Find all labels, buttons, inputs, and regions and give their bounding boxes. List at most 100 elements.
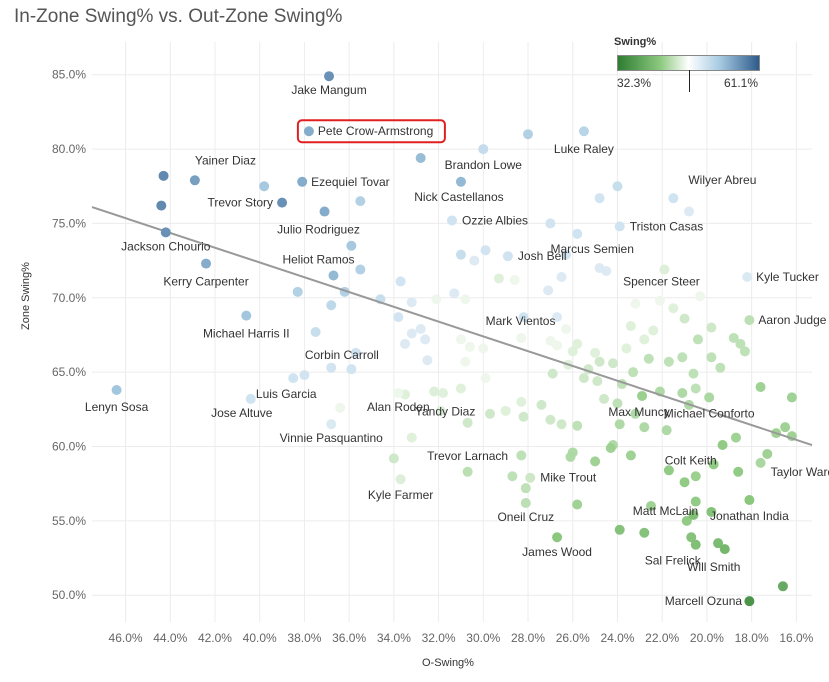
data-point[interactable] [744,315,755,326]
data-point[interactable] [556,271,567,282]
data-point[interactable] [355,196,366,207]
data-point[interactable] [406,297,417,308]
data-point[interactable] [578,373,589,384]
data-point[interactable] [516,396,527,407]
data-point[interactable] [744,596,755,607]
data-point[interactable] [599,393,610,404]
data-point[interactable] [677,352,688,363]
data-point[interactable] [663,356,674,367]
data-point[interactable] [639,527,650,538]
data-point[interactable] [706,506,717,517]
data-point[interactable] [299,370,310,381]
data-point[interactable] [462,417,473,428]
data-point[interactable] [639,334,650,345]
data-point[interactable] [326,362,337,373]
data-point[interactable] [614,419,625,430]
data-point[interactable] [590,456,601,467]
data-point[interactable] [297,176,308,187]
data-point[interactable] [630,408,641,419]
data-point[interactable] [780,422,791,433]
data-point[interactable] [111,385,122,395]
data-point[interactable] [565,451,576,462]
data-point[interactable] [449,288,460,299]
data-point[interactable] [547,368,558,379]
data-point[interactable] [545,218,556,229]
data-point[interactable] [158,170,169,181]
data-point[interactable] [160,227,171,238]
data-point[interactable] [478,343,489,354]
data-point[interactable] [654,295,665,306]
data-point[interactable] [288,373,299,384]
data-point[interactable] [480,245,491,256]
data-point[interactable] [661,425,672,436]
data-point[interactable] [713,538,724,549]
data-point[interactable] [690,471,701,482]
data-point[interactable] [201,258,212,269]
data-point[interactable] [744,495,755,506]
data-point[interactable] [480,373,491,384]
data-point[interactable] [406,432,417,443]
data-point[interactable] [520,498,531,509]
data-point[interactable] [455,383,466,394]
data-point[interactable] [688,368,699,379]
data-point[interactable] [277,197,288,208]
data-point[interactable] [507,471,518,482]
data-point[interactable] [735,338,746,349]
data-point[interactable] [518,312,529,323]
data-point[interactable] [561,324,572,335]
data-point[interactable] [607,358,618,369]
data-point[interactable] [460,294,471,305]
data-point[interactable] [614,221,625,232]
data-point[interactable] [786,392,797,403]
data-point[interactable] [393,387,404,398]
data-point[interactable] [346,364,357,375]
data-point[interactable] [677,387,688,398]
data-point[interactable] [346,240,357,251]
data-point[interactable] [578,126,589,137]
data-point[interactable] [621,343,632,354]
data-point[interactable] [612,398,623,409]
data-point[interactable] [455,249,466,260]
data-point[interactable] [567,346,578,357]
data-point[interactable] [520,483,531,494]
data-point[interactable] [594,356,605,367]
data-point[interactable] [478,144,489,155]
data-point[interactable] [328,270,339,281]
data-point[interactable] [594,193,605,204]
data-point[interactable] [590,347,601,358]
data-point[interactable] [690,496,701,507]
data-point[interactable] [679,477,690,488]
data-point[interactable] [728,332,739,343]
data-point[interactable] [706,322,717,333]
data-point[interactable] [455,334,466,345]
data-point[interactable] [733,466,744,477]
data-point[interactable] [460,356,471,367]
data-point[interactable] [556,419,567,430]
data-point[interactable] [259,181,270,192]
data-point[interactable] [552,312,563,323]
data-point[interactable] [659,264,670,275]
data-point[interactable] [335,402,346,413]
data-point[interactable] [717,440,728,451]
data-point[interactable] [605,443,616,453]
data-point[interactable] [388,453,399,464]
data-point[interactable] [435,405,446,416]
data-point[interactable] [625,321,636,332]
data-point[interactable] [245,393,256,404]
data-point[interactable] [415,324,426,335]
data-point[interactable] [355,264,366,275]
data-point[interactable] [500,405,511,416]
data-point[interactable] [509,274,520,285]
data-point[interactable] [326,300,337,311]
data-point[interactable] [663,465,674,476]
data-point[interactable] [543,285,554,296]
data-point[interactable] [447,215,457,226]
data-point[interactable] [189,175,200,186]
data-point[interactable] [688,509,699,520]
data-point[interactable] [406,328,417,339]
data-point[interactable] [552,532,563,543]
data-point[interactable] [601,266,612,277]
data-point[interactable] [679,313,690,324]
data-point[interactable] [648,325,659,336]
data-point[interactable] [625,450,636,461]
